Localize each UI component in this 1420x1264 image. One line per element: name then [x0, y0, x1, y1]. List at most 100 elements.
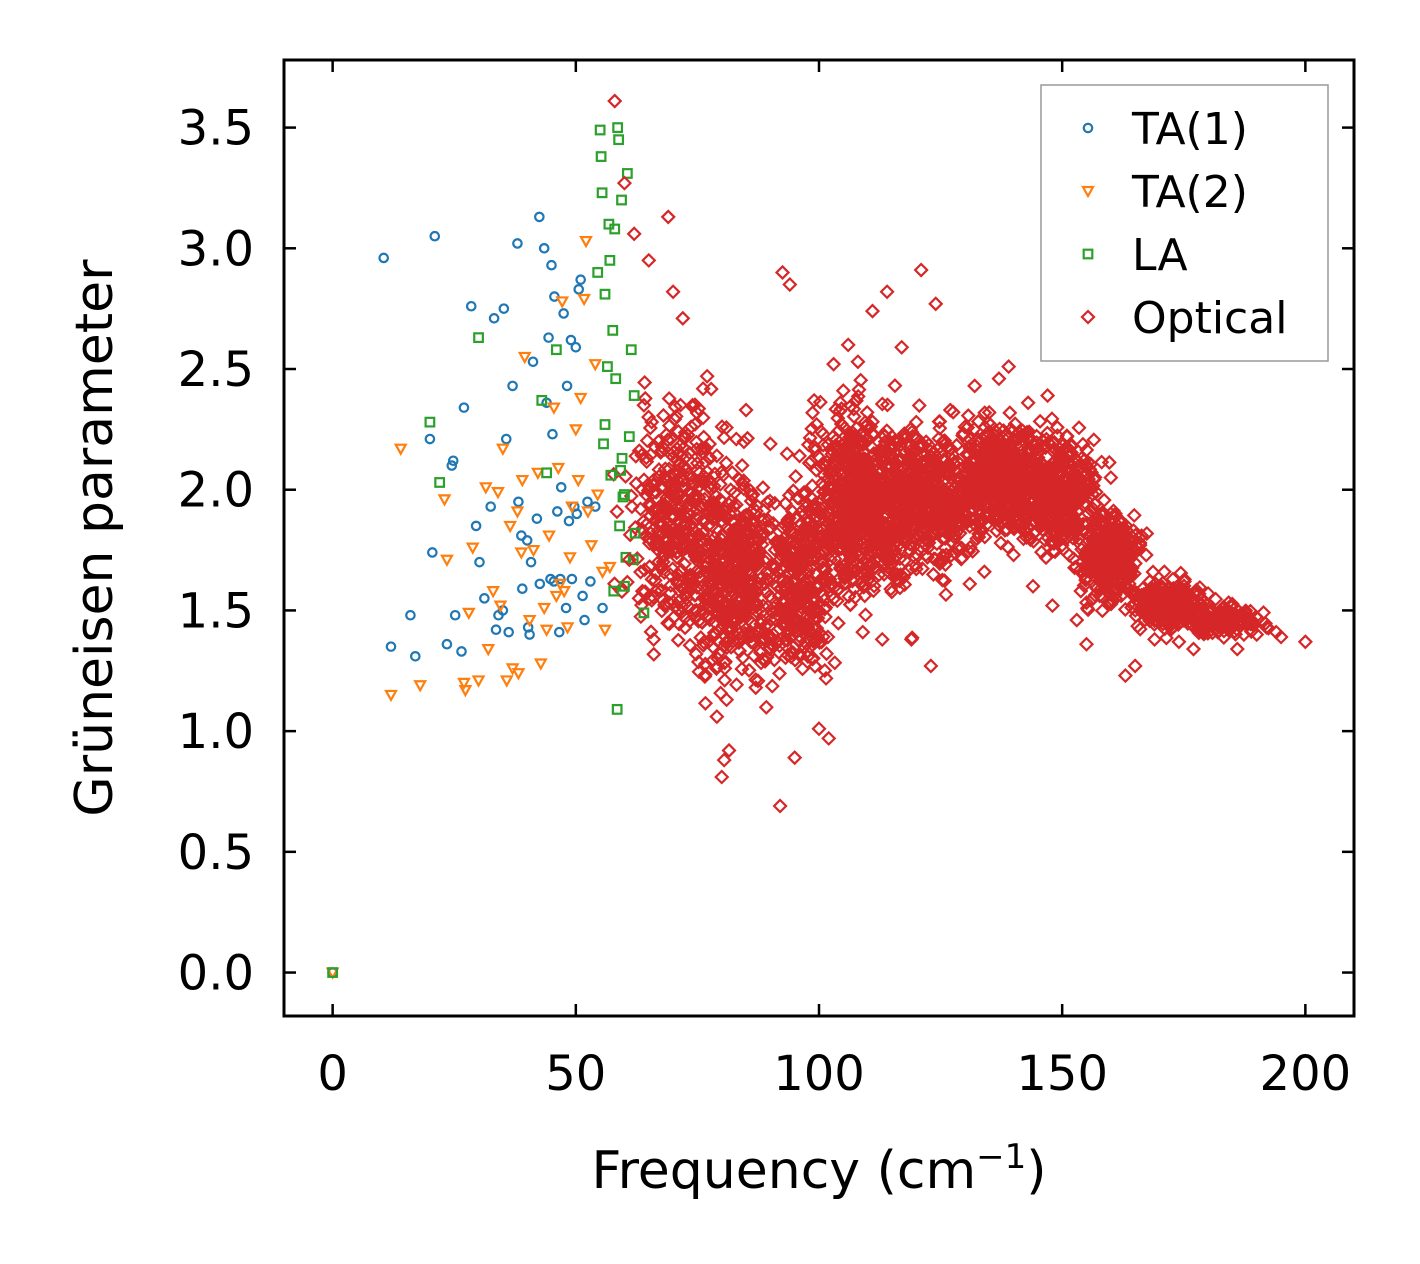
optical-cluster-point — [758, 699, 774, 715]
optical-cluster-point — [645, 485, 661, 501]
optical-cluster-point — [655, 407, 672, 424]
data-point — [595, 566, 610, 580]
optical-cluster-point — [663, 517, 679, 533]
data-point — [716, 752, 732, 768]
optical-cluster-point — [1126, 507, 1142, 523]
optical-cluster-point — [832, 395, 848, 411]
data-point — [665, 284, 681, 300]
optical-cluster-point — [1236, 626, 1252, 643]
data-point — [539, 624, 554, 638]
optical-cluster-point — [851, 519, 867, 535]
y-tick-label: 1.5 — [178, 583, 254, 639]
optical-cluster-point — [1110, 556, 1126, 572]
optical-cluster-point — [661, 391, 677, 407]
data-point — [499, 675, 514, 688]
optical-cluster-point — [818, 670, 834, 686]
data-point — [704, 653, 720, 669]
data-point — [598, 438, 609, 450]
data-point — [670, 576, 686, 592]
optical-cluster-point — [1017, 470, 1033, 486]
data-point — [440, 554, 454, 567]
optical-cluster-point — [930, 524, 946, 540]
optical-cluster-point — [1074, 488, 1090, 504]
data-point — [510, 506, 525, 519]
data-point — [615, 465, 626, 476]
optical-cluster-point — [1049, 419, 1065, 435]
data-point — [957, 419, 973, 435]
optical-cluster-point — [1033, 544, 1050, 560]
optical-cluster-point — [728, 603, 745, 619]
data-point — [738, 402, 754, 418]
data-point — [625, 344, 637, 356]
optical-cluster-point — [871, 521, 887, 537]
data-point — [821, 730, 837, 746]
data-point — [410, 650, 421, 662]
data-point — [565, 334, 577, 346]
data-point — [604, 254, 616, 266]
data-point — [546, 259, 557, 271]
series-optical — [607, 93, 1313, 814]
optical-cluster-point — [846, 480, 863, 496]
optical-cluster-point — [657, 499, 673, 515]
optical-cluster-point — [947, 463, 963, 479]
optical-cluster-point — [1073, 466, 1089, 482]
optical-cluster-point — [843, 398, 859, 414]
data-point — [719, 692, 735, 708]
optical-cluster-point — [879, 397, 895, 413]
data-point — [743, 598, 759, 614]
optical-cluster-point — [1114, 572, 1130, 588]
data-point — [845, 542, 861, 558]
data-point — [641, 252, 657, 268]
optical-cluster-point — [1006, 518, 1022, 534]
optical-cluster-point — [709, 448, 725, 464]
optical-cluster-point — [823, 539, 840, 555]
optical-cluster-point — [784, 596, 800, 612]
optical-cluster-point — [846, 401, 862, 417]
optical-cluster-point — [688, 646, 704, 662]
data-point — [898, 523, 915, 539]
data-point — [1297, 634, 1313, 650]
optical-cluster-point — [1094, 580, 1110, 596]
optical-cluster-point — [990, 450, 1006, 466]
optical-cluster-point — [1070, 478, 1086, 494]
optical-cluster-point — [1078, 595, 1095, 611]
optical-cluster-point — [663, 447, 679, 463]
data-point — [568, 424, 583, 437]
optical-cluster-point — [687, 416, 703, 432]
data-point — [1078, 636, 1095, 652]
data-points-layer — [325, 93, 1313, 980]
data-point — [596, 187, 608, 199]
data-point — [563, 552, 577, 565]
optical-cluster-point — [695, 525, 711, 541]
optical-cluster-point — [913, 523, 929, 539]
data-point — [860, 416, 876, 433]
optical-cluster-point — [723, 583, 739, 599]
optical-cluster-point — [645, 589, 662, 606]
optical-cluster-point — [1037, 440, 1054, 456]
data-point — [680, 499, 696, 515]
optical-cluster-point — [710, 567, 726, 583]
data-point — [1181, 607, 1197, 623]
data-point — [1249, 627, 1265, 643]
optical-cluster-point — [850, 497, 866, 514]
optical-cluster-point — [841, 545, 857, 561]
optical-cluster-point — [1095, 508, 1111, 524]
optical-cluster-point — [1016, 522, 1032, 538]
optical-cluster-point — [802, 639, 818, 655]
optical-cluster-point — [853, 461, 869, 477]
optical-cluster-point — [672, 464, 688, 481]
optical-cluster-point — [1032, 413, 1048, 429]
optical-cluster-point — [1061, 471, 1077, 487]
data-point — [513, 496, 524, 508]
optical-cluster-point — [815, 426, 831, 442]
data-point — [507, 380, 518, 392]
optical-cluster-point — [850, 388, 866, 404]
optical-cluster-point — [1161, 613, 1177, 629]
data-point — [1185, 641, 1202, 657]
data-point — [638, 607, 650, 619]
optical-cluster-point — [713, 493, 729, 509]
optical-cluster-point — [697, 695, 714, 711]
optical-cluster-point — [717, 654, 734, 670]
data-point — [1258, 619, 1275, 635]
optical-cluster-point — [636, 562, 653, 578]
